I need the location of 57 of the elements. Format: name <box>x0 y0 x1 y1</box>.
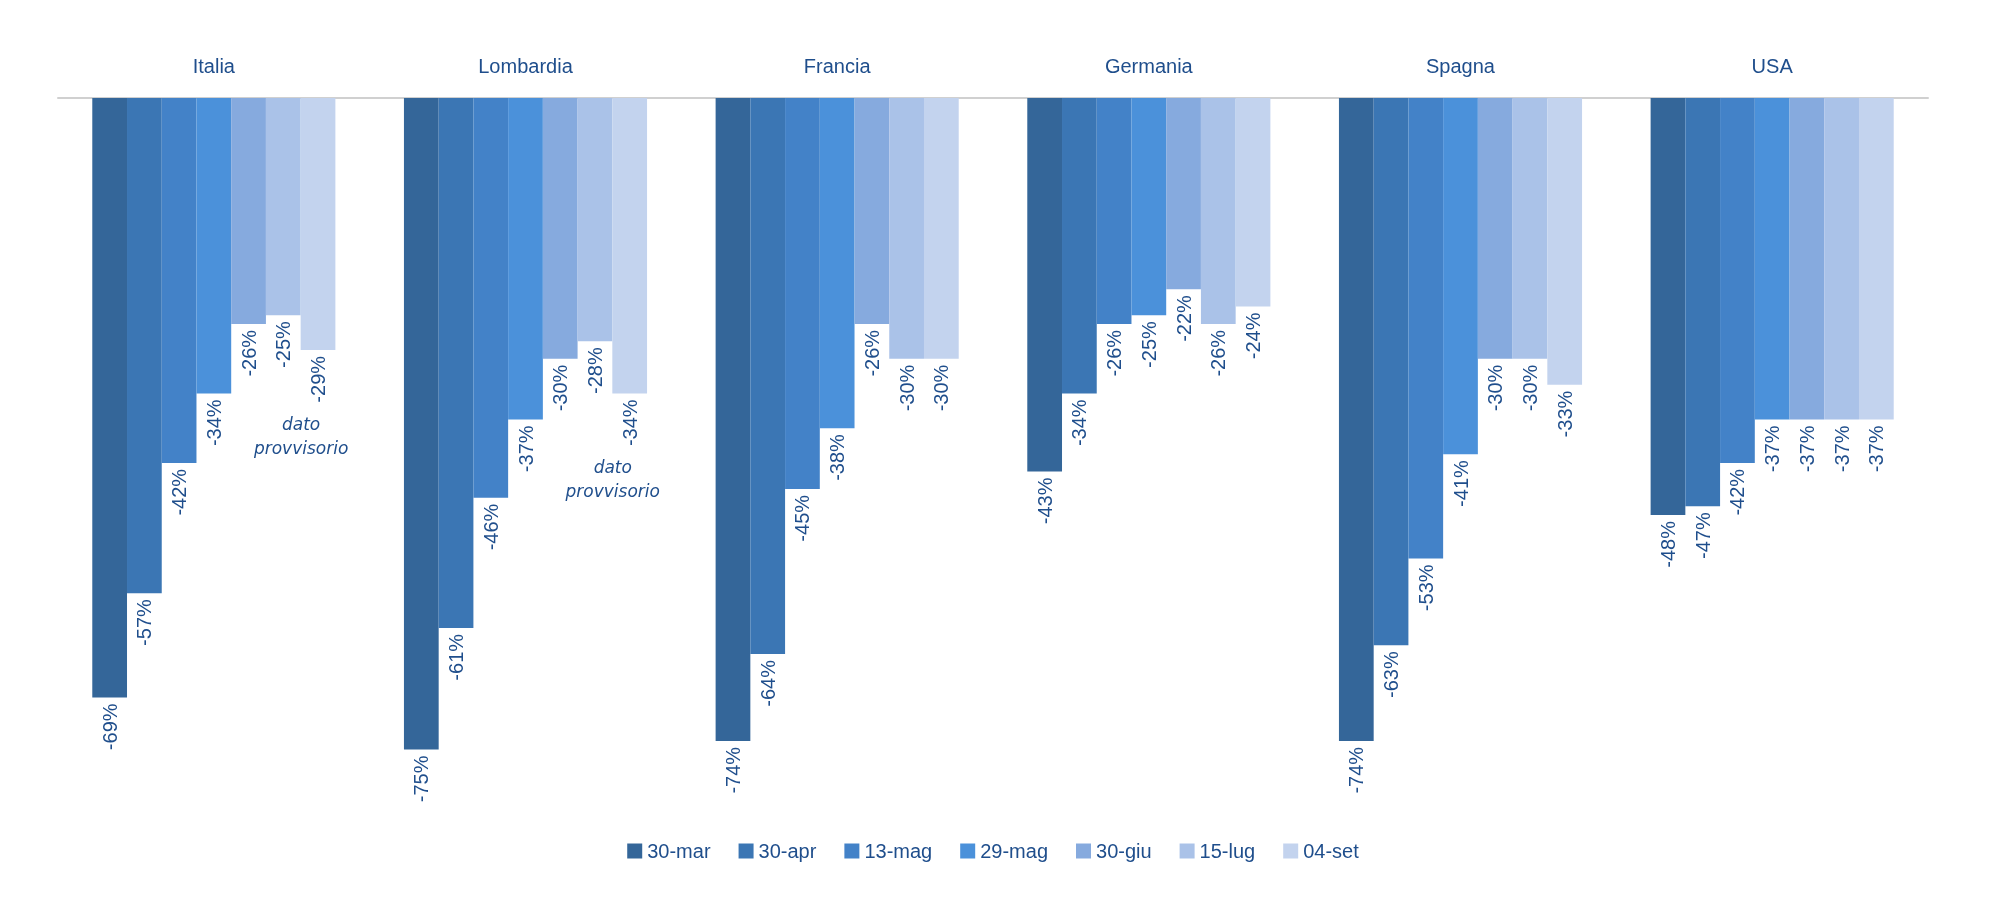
data-label: -30% <box>549 364 572 412</box>
data-label: -26% <box>237 329 260 377</box>
data-label: -34% <box>202 399 225 447</box>
annotation: dato provvisorio <box>564 457 660 502</box>
data-label: -41% <box>1449 459 1472 507</box>
data-label: -26% <box>860 329 883 377</box>
data-label: -74% <box>1345 746 1368 794</box>
data-label: -30% <box>1484 364 1507 412</box>
x-tick-label: USA <box>1751 55 1794 77</box>
data-label: -22% <box>1172 294 1195 342</box>
data-label: -33% <box>1553 390 1576 438</box>
x-tick-label: Lombardia <box>478 55 574 77</box>
data-label: -26% <box>1103 329 1126 377</box>
data-label: -37% <box>1830 425 1853 473</box>
x-tick-label: Germania <box>1104 55 1194 77</box>
data-label: -69% <box>98 703 121 751</box>
legend-label: 15-lug <box>1199 840 1256 862</box>
data-label: -43% <box>1033 477 1056 525</box>
data-label: -42% <box>1726 468 1749 516</box>
data-label: -74% <box>721 746 744 794</box>
data-label: -38% <box>826 433 849 481</box>
data-label: -30% <box>1518 364 1541 412</box>
x-tick-label: Francia <box>803 55 872 77</box>
data-label: -63% <box>1380 651 1403 699</box>
data-label: -28% <box>583 347 606 394</box>
data-label: -26% <box>1207 329 1230 377</box>
data-label: -45% <box>791 494 814 542</box>
legend-label: 30-mar <box>647 840 711 862</box>
data-label: -30% <box>895 364 918 412</box>
data-label: -37% <box>1795 425 1818 473</box>
annotation: dato provvisorio <box>252 413 349 458</box>
data-label: -46% <box>479 503 502 551</box>
data-label: -37% <box>514 425 537 473</box>
x-tick-label: Spagna <box>1426 55 1496 77</box>
data-label: -29% <box>307 355 330 403</box>
data-label: -75% <box>410 755 433 803</box>
data-label: -53% <box>1414 564 1437 612</box>
x-tick-label: Italia <box>192 55 236 77</box>
data-label: -57% <box>133 598 156 646</box>
data-label: -25% <box>272 320 295 368</box>
data-label: -47% <box>1691 512 1714 560</box>
data-label: -34% <box>1068 399 1091 447</box>
data-label: -25% <box>1137 320 1160 368</box>
legend-label: 30-apr <box>758 840 817 862</box>
data-label: -24% <box>1242 312 1265 360</box>
legend-label: 29-mag <box>980 840 1048 862</box>
data-label: -64% <box>756 659 779 707</box>
data-label: -34% <box>618 399 641 447</box>
legend-label: 13-mag <box>864 840 933 862</box>
legend-label: 04-set <box>1303 840 1360 862</box>
data-label: -30% <box>930 364 953 412</box>
data-label: -42% <box>168 468 191 516</box>
legend-label: 30-giu <box>1096 840 1152 862</box>
data-label: -37% <box>1865 425 1888 473</box>
data-label: -37% <box>1761 425 1784 473</box>
data-label: -48% <box>1656 520 1679 568</box>
data-label: -61% <box>445 633 468 681</box>
